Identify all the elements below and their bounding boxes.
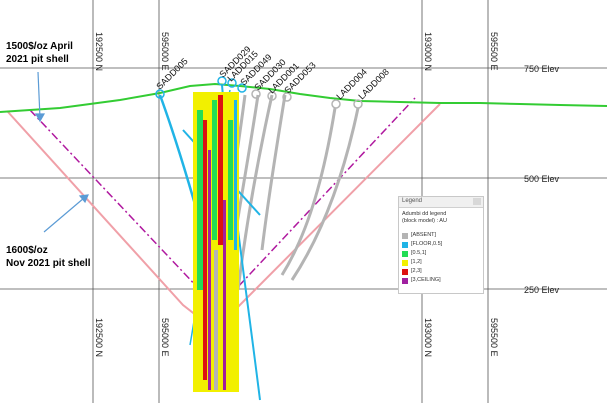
drill-collars [155,76,247,99]
arrow-nov-line [43,197,85,233]
legend-label-1-2: [1,2] [411,259,422,265]
collar-sadd049 [237,83,247,93]
easting-label-595500-bottom: 595500 E [489,318,499,357]
drillhole-labels: SADD005 SADD029 LADD015 SADD049 SADD030 … [154,44,391,101]
northing-label-193000-bottom: 193000 N [423,318,433,357]
legend-label-floor: [FLOOR,0.5] [411,241,443,247]
collar-sadd030 [251,89,261,99]
legend-swatch-2-3 [402,269,408,275]
legend-subtitle-1: Adumbi dd legend [402,211,447,217]
drill-zone-purple-b [223,200,226,390]
legend-panel: Legend Adumbi dd legend (block model) : … [398,196,484,294]
nov-shell-line-2: Nov 2021 pit shell [6,258,91,269]
northing-label-192500-top: 192500 N [94,32,104,71]
drill-trace-grey-4 [260,94,287,251]
grid-labels: 750 Elev 500 Elev 250 Elev 192500 N 5950… [94,32,560,357]
drill-zone-green-b [212,100,217,240]
vertical-drilling-zone [193,92,239,392]
drill-trace-grey-5 [280,107,337,276]
collar-ladd015 [227,78,237,88]
collar-ladd001 [267,91,277,101]
drill-zone-grey-a [214,250,218,390]
easting-label-595000-top: 595000 E [160,32,170,71]
legend-swatch-floor [402,242,408,248]
topography-line [0,82,607,113]
collar-ladd004 [331,99,341,109]
drill-zone-green-a [197,110,203,290]
drill-zone-green-c [228,120,233,240]
easting-label-595000-bottom: 595000 E [160,318,170,357]
collar-sadd029 [217,76,227,86]
april-shell-annotation: 1500$/oz April 2021 pit shell [6,40,73,66]
legend-title: Legend [402,198,423,204]
drill-zone-red-a [203,120,207,380]
drill-zone-purple-a [208,150,211,390]
drill-collars-grey [251,89,363,109]
arrow-april-line [37,71,41,119]
legend-label-2-3: [2,3] [411,268,422,274]
northing-label-192500-bottom: 192500 N [94,318,104,357]
april-2021-pit-shell [29,97,416,291]
legend-label-3-ceiling: [3,CEILING] [411,277,441,283]
easting-label-595500-top: 595500 E [489,32,499,71]
collar-sadd005 [155,89,165,99]
arrow-april-head [34,113,46,123]
northing-label-193000-top: 193000 N [423,32,433,71]
legend-label-absent: [ABSENT] [411,232,437,238]
arrow-nov-head [78,194,89,204]
legend-swatch-3-ceiling [402,278,408,284]
collar-ladd008 [353,99,363,109]
elev-label-250: 250 Elev [524,285,560,295]
legend-subtitle-2: (block model) : AU [402,218,447,224]
april-shell-line-2: 2021 pit shell [6,54,69,65]
legend-swatch-0-5-1 [402,251,408,257]
legend-label-0-5-1: [0.5,1] [411,250,427,256]
april-shell-line-1: 1500$/oz April [6,41,73,52]
drill-traces [158,84,360,401]
drill-zone-cyan-a [234,100,237,250]
drill-trace-grey-6 [290,107,360,281]
legend-close-icon[interactable] [473,198,481,205]
legend-header[interactable]: Legend [399,197,483,208]
drill-zone-red-b [218,95,223,245]
annotation-arrows [34,71,89,233]
elev-label-500: 500 Elev [524,174,560,184]
legend-swatch-1-2 [402,260,408,266]
legend-swatch-absent [402,233,408,239]
nov-shell-line-1: 1600$/oz [6,245,48,256]
nov-shell-annotation: 1600$/oz Nov 2021 pit shell [6,244,90,270]
elev-label-750: 750 Elev [524,64,560,74]
drillhole-label-0: SADD005 [154,56,189,91]
collar-sadd053 [282,92,292,102]
